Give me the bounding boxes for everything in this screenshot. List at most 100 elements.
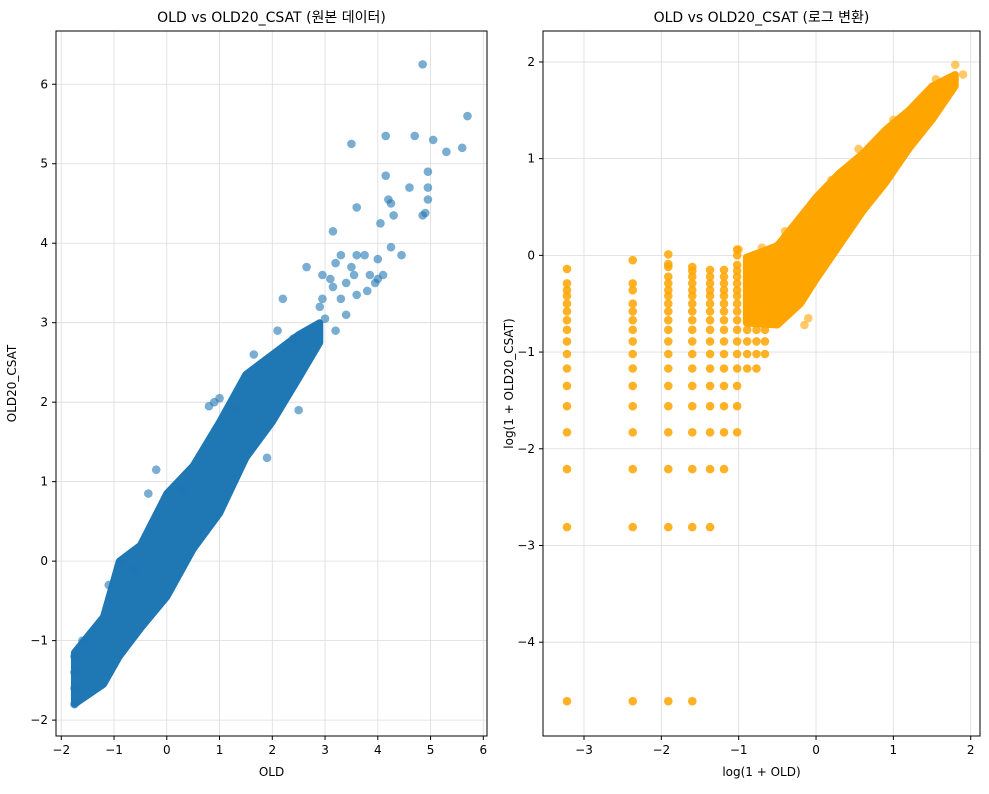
- x-tick-label: 1: [216, 743, 224, 757]
- data-point: [423, 167, 433, 176]
- axes-frame: [542, 30, 981, 737]
- data-point: [769, 299, 778, 309]
- data-point: [705, 401, 715, 411]
- data-point: [943, 75, 952, 84]
- data-point: [752, 315, 761, 325]
- data-point: [273, 326, 282, 335]
- data-point: [760, 349, 770, 359]
- data-point: [347, 262, 356, 272]
- data-point: [331, 326, 340, 335]
- data-point: [687, 307, 697, 316]
- data-point: [687, 364, 697, 373]
- data-point: [249, 350, 259, 359]
- data-point: [294, 405, 303, 415]
- data-point: [687, 337, 697, 346]
- data-point: [562, 325, 572, 335]
- data-point: [562, 522, 572, 532]
- y-tick-label: 4: [40, 236, 48, 250]
- data-point: [732, 381, 742, 391]
- data-point: [349, 270, 359, 280]
- y-tick-label: −3: [517, 538, 535, 552]
- data-point: [752, 337, 761, 346]
- y-tick-label: 2: [40, 395, 48, 409]
- data-point: [410, 131, 420, 141]
- data-point: [663, 349, 673, 359]
- data-point: [742, 299, 752, 309]
- data-point: [231, 405, 240, 415]
- data-point: [442, 147, 451, 157]
- x-tick-label: 1: [890, 743, 898, 757]
- data-point: [732, 401, 742, 411]
- data-point: [687, 315, 697, 325]
- x-tick-label: 2: [967, 743, 975, 757]
- data-point: [719, 265, 729, 275]
- data-point: [719, 464, 729, 474]
- data-point: [628, 337, 638, 346]
- data-point: [352, 203, 361, 212]
- data-point: [117, 556, 127, 566]
- data-point: [562, 264, 572, 274]
- data-point: [705, 337, 715, 346]
- data-point: [687, 696, 697, 706]
- data-point: [352, 290, 361, 300]
- data-point: [562, 364, 572, 373]
- data-point: [687, 464, 697, 474]
- data-point: [719, 299, 729, 309]
- data-point: [705, 349, 715, 359]
- data-point: [562, 337, 572, 346]
- dense-point-cloud: [70, 319, 324, 708]
- data-point: [719, 307, 729, 316]
- x-axis-label: log(1 + OLD): [722, 765, 800, 779]
- data-point: [341, 278, 351, 288]
- data-point: [336, 294, 346, 304]
- data-point: [663, 250, 673, 259]
- data-point: [663, 337, 673, 346]
- data-point: [705, 265, 715, 275]
- data-point: [315, 302, 325, 312]
- data-point: [386, 242, 396, 252]
- chart-title: OLD vs OLD20_CSAT (원본 데이터): [157, 10, 386, 26]
- data-point: [663, 401, 673, 411]
- data-point: [705, 279, 715, 288]
- data-point: [760, 337, 770, 346]
- data-point: [628, 696, 638, 706]
- data-point: [428, 135, 438, 145]
- data-point: [908, 110, 918, 120]
- data-point: [376, 219, 385, 228]
- data-point: [628, 285, 638, 295]
- data-point: [705, 307, 715, 316]
- x-tick-label: 5: [427, 743, 435, 757]
- data-point: [732, 307, 742, 316]
- data-point: [397, 250, 406, 260]
- data-point: [742, 279, 752, 288]
- data-point: [418, 60, 427, 69]
- data-point: [420, 208, 430, 218]
- data-point: [628, 349, 638, 359]
- data-point: [562, 299, 572, 309]
- data-point: [562, 315, 572, 325]
- data-point: [705, 464, 715, 474]
- data-point: [687, 522, 697, 532]
- data-point: [931, 75, 941, 84]
- y-tick-label: −2: [30, 713, 48, 727]
- data-point: [278, 294, 288, 304]
- data-point: [663, 259, 673, 269]
- data-point: [719, 364, 729, 373]
- data-point: [628, 464, 638, 474]
- data-point: [773, 241, 782, 250]
- y-axis-label: OLD20_CSAT: [5, 344, 19, 422]
- data-point: [889, 115, 898, 125]
- y-tick-label: 0: [40, 554, 48, 568]
- data-point: [347, 139, 356, 149]
- data-point: [663, 381, 673, 391]
- data-point: [780, 226, 790, 236]
- data-point: [732, 325, 742, 335]
- data-point: [742, 364, 752, 373]
- data-point: [562, 464, 572, 474]
- data-point: [719, 381, 729, 391]
- data-point: [950, 60, 960, 70]
- data-point: [719, 428, 729, 437]
- data-point: [732, 260, 742, 270]
- data-point: [854, 144, 863, 154]
